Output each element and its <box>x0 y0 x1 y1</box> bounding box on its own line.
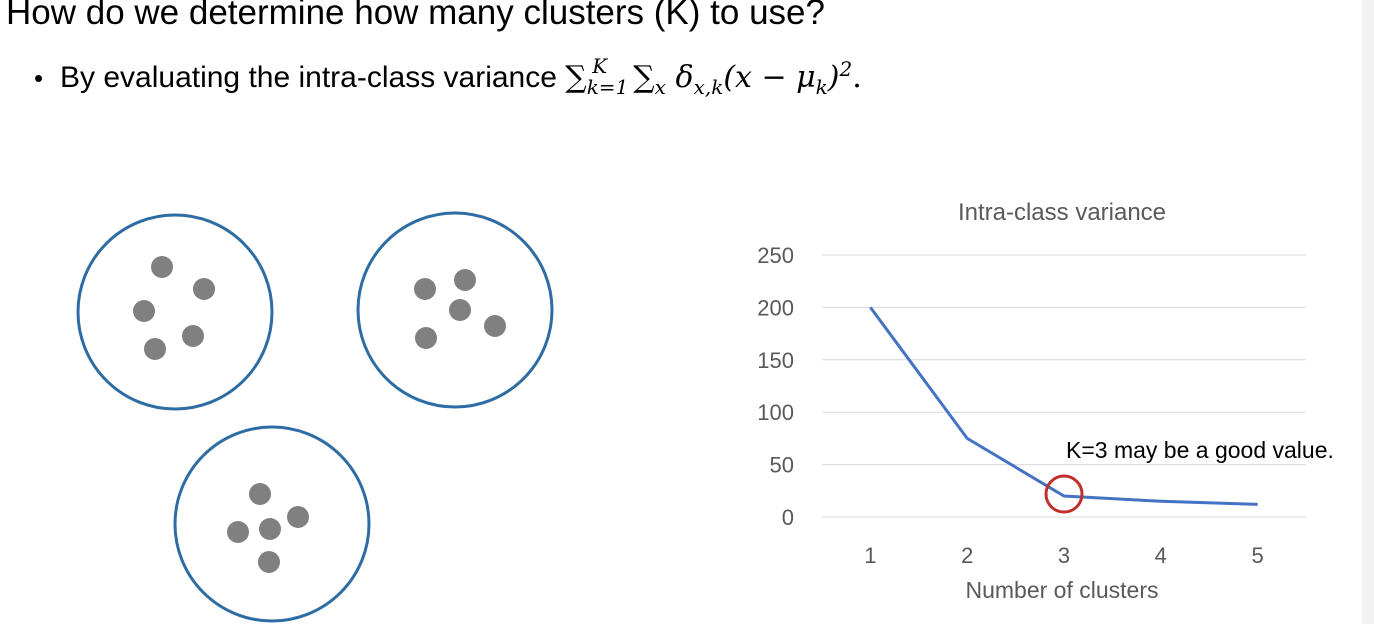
x-tick-label: 5 <box>1251 543 1263 568</box>
highlight-circle <box>1044 474 1084 514</box>
cluster-boundary-circle <box>356 211 554 409</box>
series-line <box>869 306 1258 506</box>
cluster-boundary-circle <box>173 425 371 623</box>
delta-subscript: x,k <box>693 75 724 99</box>
x-tick-label: 2 <box>961 543 973 568</box>
x-tick-label: 4 <box>1155 543 1167 568</box>
data-point <box>415 327 437 349</box>
delta-symbol: δ <box>675 60 694 95</box>
cluster-c <box>173 425 371 623</box>
x-tick-label: 1 <box>864 543 876 568</box>
data-point <box>287 506 309 528</box>
data-point <box>144 338 166 360</box>
data-point <box>227 521 249 543</box>
x-axis-label: Number of clusters <box>965 577 1158 603</box>
inner-sum-symbol: ∑ <box>633 60 655 95</box>
cluster-a <box>76 213 274 411</box>
mu-symbol: μ <box>796 60 816 95</box>
slide-edge-strip <box>1362 0 1374 624</box>
bullet-point: • By evaluating the intra-class variance … <box>34 54 862 99</box>
bullet-text: By evaluating the intra-class variance <box>60 61 566 94</box>
data-point <box>193 278 215 300</box>
y-tick-label: 200 <box>757 295 794 320</box>
outer-sum-lower: k=1 <box>586 75 629 99</box>
chart-gridlines <box>822 254 1306 518</box>
mu-subscript: k <box>815 75 828 99</box>
data-point <box>133 300 155 322</box>
y-tick-label: 100 <box>757 400 794 425</box>
data-point <box>182 325 204 347</box>
y-tick-label: 250 <box>757 243 794 268</box>
inner-sum-lower: x <box>654 75 666 99</box>
annotation-text: K=3 may be a good value. <box>1066 437 1334 463</box>
y-tick-label: 0 <box>782 505 794 530</box>
outer-sum-symbol: ∑ <box>565 60 587 95</box>
y-axis-ticks: 0 50 100 150 200 250 <box>757 243 794 530</box>
outer-sum-upper: K <box>592 54 608 78</box>
data-point <box>259 518 281 540</box>
formula-open: (x − <box>723 60 797 95</box>
formula-period: . <box>852 60 862 95</box>
data-point <box>454 269 476 291</box>
data-point <box>414 278 436 300</box>
variance-formula: ∑k=1K ∑x δx,k(x − μk)2. <box>565 54 862 99</box>
cluster-illustration <box>76 211 554 623</box>
y-tick-label: 150 <box>757 348 794 373</box>
formula-power: 2 <box>839 57 853 81</box>
x-tick-label: 3 <box>1058 543 1070 568</box>
variance-line-chart: Intra-class variance 0 50 100 150 200 250 1 2 3… <box>757 199 1334 603</box>
data-point <box>484 315 506 337</box>
bullet-icon: • <box>34 63 44 93</box>
data-point <box>151 256 173 278</box>
slide-heading: How do we determine how many clusters (K… <box>6 0 825 32</box>
cluster-boundary-circle <box>76 213 274 411</box>
x-axis-ticks: 1 2 3 4 5 <box>864 543 1263 568</box>
data-point <box>258 551 280 573</box>
chart-title: Intra-class variance <box>958 199 1166 226</box>
data-point <box>249 483 271 505</box>
cluster-b <box>356 211 554 409</box>
data-point <box>449 299 471 321</box>
y-tick-label: 50 <box>770 453 794 478</box>
formula-close: ) <box>827 60 840 95</box>
